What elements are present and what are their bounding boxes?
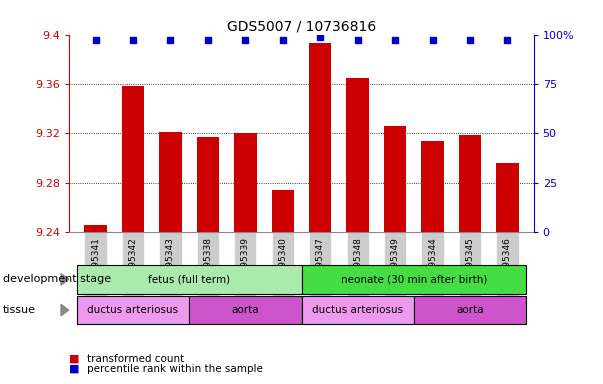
Bar [234,133,256,232]
Text: tissue: tissue [3,305,36,315]
Bar [271,190,294,232]
Text: ductus arteriosus: ductus arteriosus [87,305,178,315]
Bar [84,225,107,232]
Bar [421,141,444,232]
Bar [459,135,481,232]
Text: development stage: development stage [3,274,111,285]
Bar [384,126,406,232]
Text: percentile rank within the sample: percentile rank within the sample [87,364,264,374]
Bar [159,132,182,232]
Text: fetus (full term): fetus (full term) [148,274,230,285]
Bar [496,163,519,232]
Text: aorta: aorta [456,305,484,315]
Bar [309,43,332,232]
Bar [347,78,369,232]
Text: transformed count: transformed count [87,354,185,364]
Text: ■: ■ [69,354,80,364]
Text: ■: ■ [69,364,80,374]
Bar [122,86,144,232]
Title: GDS5007 / 10736816: GDS5007 / 10736816 [227,20,376,33]
Polygon shape [61,273,69,285]
Text: aorta: aorta [232,305,259,315]
Polygon shape [61,304,69,316]
Text: ductus arteriosus: ductus arteriosus [312,305,403,315]
Text: neonate (30 min after birth): neonate (30 min after birth) [341,274,487,285]
Bar [197,137,219,232]
